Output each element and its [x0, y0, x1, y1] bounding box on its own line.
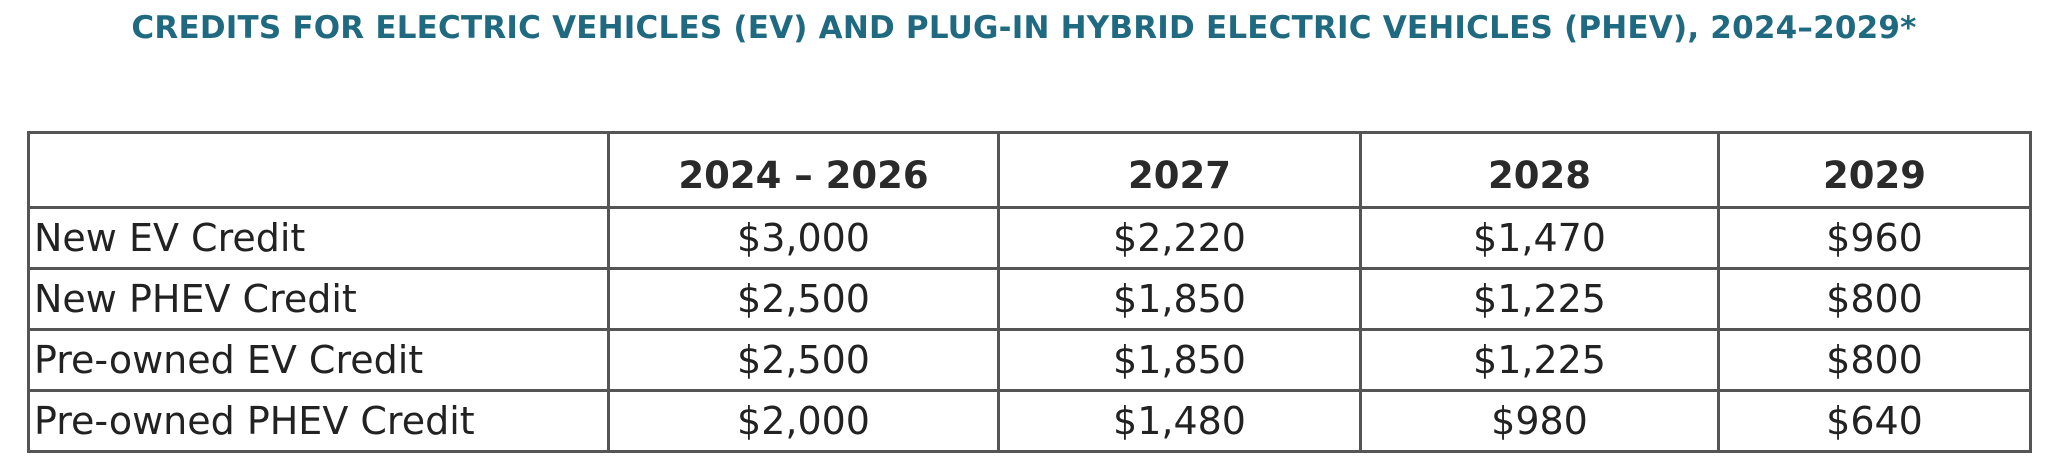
table-header-row: 2024 – 2026 2027 2028 2029 — [27, 131, 2032, 209]
row-label: New EV Credit — [27, 206, 610, 270]
column-header-2029: 2029 — [1717, 131, 2032, 209]
table-cell: $2,500 — [607, 328, 1000, 392]
table-cell: $2,000 — [607, 389, 1000, 453]
table-row: Pre-owned PHEV Credit $2,000 $1,480 $980… — [27, 389, 2032, 453]
row-label: Pre-owned PHEV Credit — [27, 389, 610, 453]
column-header-2024-2026: 2024 – 2026 — [607, 131, 1000, 209]
table-cell: $1,225 — [1359, 328, 1720, 392]
credits-table: 2024 – 2026 2027 2028 2029 New EV Credit… — [27, 131, 2032, 453]
table-cell: $1,850 — [997, 267, 1362, 331]
table-cell: $1,480 — [997, 389, 1362, 453]
column-header-empty — [27, 131, 610, 209]
table-row: New EV Credit $3,000 $2,220 $1,470 $960 — [27, 206, 2032, 270]
page-title: CREDITS FOR ELECTRIC VEHICLES (EV) AND P… — [131, 10, 1917, 46]
table-cell: $1,470 — [1359, 206, 1720, 270]
table-cell: $1,225 — [1359, 267, 1720, 331]
table-cell: $980 — [1359, 389, 1720, 453]
row-label: New PHEV Credit — [27, 267, 610, 331]
column-header-2027: 2027 — [997, 131, 1362, 209]
table-cell: $800 — [1717, 328, 2032, 392]
table-cell: $2,220 — [997, 206, 1362, 270]
column-header-2028: 2028 — [1359, 131, 1720, 209]
row-label: Pre-owned EV Credit — [27, 328, 610, 392]
table-row: Pre-owned EV Credit $2,500 $1,850 $1,225… — [27, 328, 2032, 392]
table-cell: $2,500 — [607, 267, 1000, 331]
table-cell: $3,000 — [607, 206, 1000, 270]
table-cell: $960 — [1717, 206, 2032, 270]
table-cell: $640 — [1717, 389, 2032, 453]
table-cell: $800 — [1717, 267, 2032, 331]
table-row: New PHEV Credit $2,500 $1,850 $1,225 $80… — [27, 267, 2032, 331]
table-cell: $1,850 — [997, 328, 1362, 392]
